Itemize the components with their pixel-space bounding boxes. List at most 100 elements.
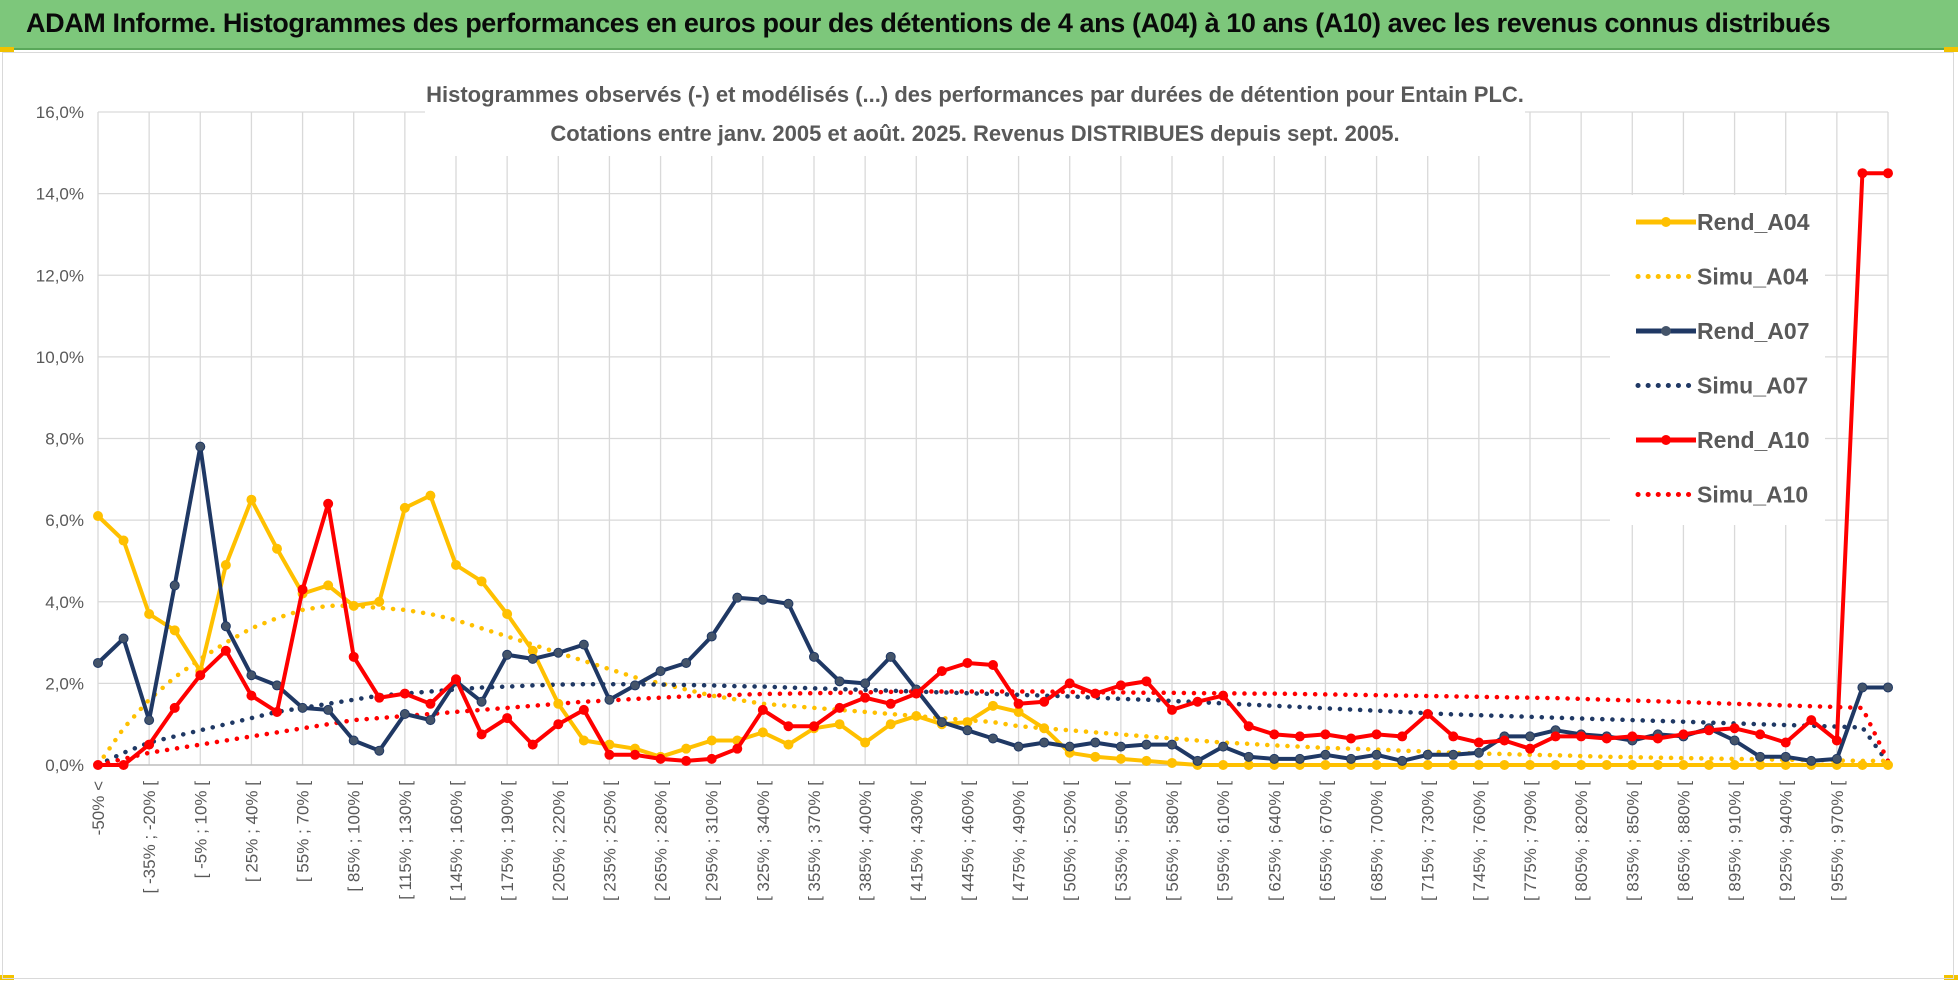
data-point (118, 760, 129, 770)
x-tick-label: [ 895% ; 910% [ (1726, 781, 1745, 901)
data-point (809, 651, 819, 662)
data-point (962, 725, 973, 736)
data-point (246, 670, 257, 681)
legend-item: Rend_A10 (1636, 427, 1809, 453)
data-point (578, 704, 589, 715)
data-point (246, 690, 257, 701)
x-tick-label: [ 475% ; 490% [ (1010, 781, 1029, 901)
x-tick-label: [ 445% ; 460% [ (958, 781, 977, 901)
x-tick-label: [ 535% ; 550% [ (1112, 781, 1131, 901)
series-simu-a04 (95, 603, 1891, 768)
data-point (527, 739, 538, 750)
x-tick-label: [ 295% ; 310% [ (703, 781, 722, 901)
data-point (1857, 760, 1868, 770)
data-point (911, 711, 922, 722)
x-tick-label: [ 415% ; 430% [ (907, 781, 926, 901)
data-point (1857, 682, 1868, 693)
data-point (220, 621, 231, 632)
data-point (1141, 755, 1152, 766)
data-point (1704, 760, 1714, 770)
legend-marker (1661, 217, 1671, 227)
data-point (118, 633, 129, 644)
data-point (1652, 733, 1663, 744)
y-tick-label: 14,0% (36, 185, 84, 204)
data-point (1499, 760, 1510, 770)
data-point (1422, 708, 1433, 719)
x-tick-label: [ 175% ; 190% [ (498, 781, 517, 901)
data-point (962, 717, 973, 728)
data-point (527, 645, 538, 656)
chart-title: Histogrammes observés (-) et modélisés (… (426, 82, 1524, 107)
x-tick-label: [ 685% ; 700% [ (1368, 781, 1387, 901)
data-point (451, 560, 461, 571)
x-axis-ticks: -50% < [ -35% ; -20% [[ -5% ; 10% [[ 25% … (89, 781, 1847, 901)
x-tick-label: [ 385% ; 400% [ (856, 781, 875, 901)
data-point (783, 739, 794, 750)
data-point (988, 733, 998, 744)
data-point (604, 749, 615, 760)
data-point (1525, 760, 1535, 770)
x-tick-label: [ 265% ; 280% [ (652, 781, 671, 901)
data-point (1371, 760, 1382, 770)
data-point (169, 625, 180, 636)
data-point (1167, 739, 1177, 750)
data-point (1729, 760, 1740, 770)
data-point (399, 502, 410, 513)
legend-marker (1661, 326, 1671, 336)
data-point (553, 698, 564, 709)
x-tick-label: [ 505% ; 520% [ (1061, 781, 1080, 901)
data-point (169, 702, 180, 713)
data-point (502, 713, 513, 724)
data-point (1320, 760, 1331, 770)
data-point (1115, 753, 1126, 764)
data-point (348, 600, 359, 611)
data-point (1755, 751, 1766, 762)
y-tick-label: 2,0% (45, 674, 84, 693)
data-point (1064, 741, 1075, 752)
data-point (706, 631, 717, 642)
data-point (1550, 731, 1561, 742)
data-point (1883, 168, 1893, 179)
data-point (885, 719, 896, 730)
data-point (1397, 731, 1408, 742)
data-point (757, 704, 768, 715)
data-point (860, 737, 871, 748)
x-tick-label: [ 835% ; 850% [ (1623, 781, 1642, 901)
data-point (1422, 749, 1433, 760)
x-tick-label: [ 655% ; 670% [ (1316, 781, 1335, 901)
x-tick-label: [ 925% ; 940% [ (1777, 781, 1796, 901)
series-rend-a10 (93, 168, 1893, 770)
data-point (169, 580, 180, 591)
corner-accent-right (1944, 47, 1958, 52)
data-point (655, 753, 666, 764)
series-rend-a04 (93, 490, 1893, 770)
data-point (988, 660, 998, 671)
data-point (1755, 760, 1766, 770)
data-point (1039, 737, 1050, 748)
data-point (655, 666, 666, 677)
data-point (1883, 682, 1893, 693)
legend-label: Rend_A10 (1697, 427, 1809, 453)
data-point (1218, 690, 1229, 701)
data-point (1473, 760, 1484, 770)
data-point (1243, 721, 1254, 732)
data-point (323, 580, 334, 591)
data-point (578, 735, 589, 746)
data-point (144, 715, 155, 726)
data-point (476, 696, 487, 707)
y-tick-label: 6,0% (45, 511, 84, 530)
data-point (1473, 747, 1484, 758)
data-point (1090, 751, 1101, 762)
data-point (553, 647, 564, 658)
data-point (118, 535, 129, 546)
data-point (1448, 731, 1459, 742)
data-point (834, 702, 845, 713)
data-point (1601, 733, 1612, 744)
data-point (1576, 731, 1587, 742)
data-point (502, 649, 513, 660)
data-point (834, 676, 845, 687)
data-point (272, 706, 282, 717)
data-point (1243, 760, 1254, 770)
data-point (425, 715, 436, 726)
data-point (1729, 723, 1740, 734)
